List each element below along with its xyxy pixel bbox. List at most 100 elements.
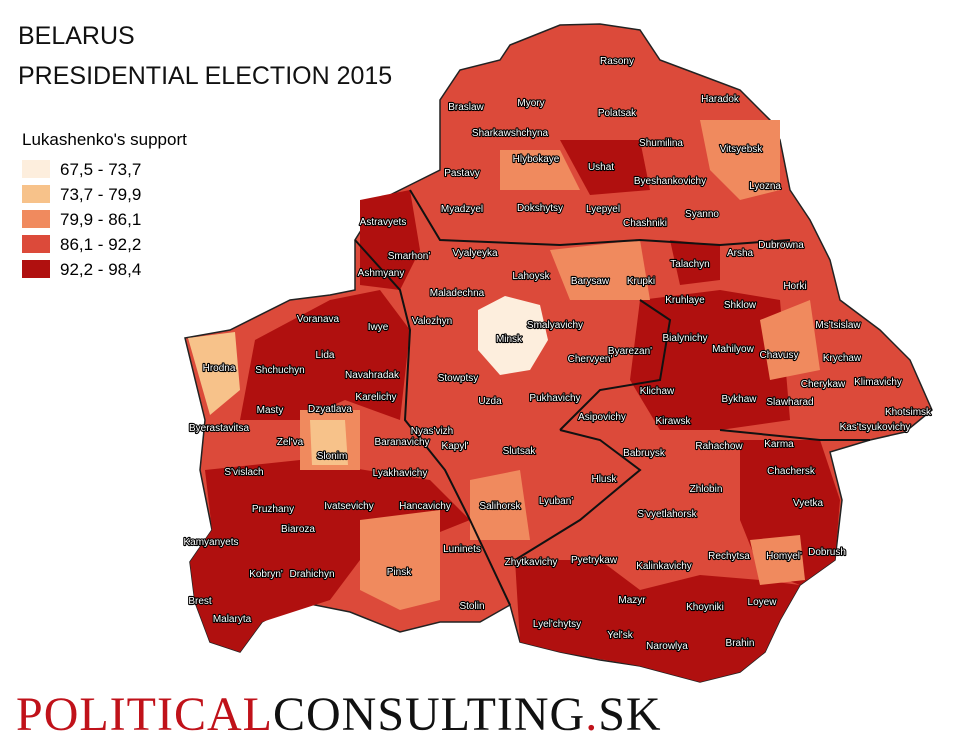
district-label: Hlusk [591,474,617,485]
legend-label: 92,2 - 98,4 [60,260,141,279]
district-label: Hrodna [203,363,236,374]
district-label: Chavusy [760,350,799,361]
district-label: Syanno [685,209,719,220]
district-label: Klimavichy [854,377,902,388]
legend-label: 79,9 - 86,1 [60,210,141,229]
district-label: Zel'va [277,437,304,448]
district-label: Shklow [724,300,757,311]
district-label: Shchuchyn [255,365,304,376]
district-label: Masty [257,405,284,416]
district-label: Cherykaw [801,379,846,390]
district-label: Chachersk [767,466,816,477]
district-label: Lyakhavichy [373,468,428,479]
district-label: Hancavichy [399,501,451,512]
district-label: Biaroza [281,524,315,535]
district-label: Polatsak [598,108,637,119]
footer-part: CONSULTING [273,688,585,741]
district-label: Baranavichy [374,437,429,448]
district-label: Lyel'chytsy [533,619,581,630]
district-label: Stolin [459,601,484,612]
district-label: Mahilyow [712,344,754,355]
legend-swatch [22,260,50,278]
district-label: Luninets [443,544,481,555]
district-label: Brahin [726,638,755,649]
footer-part: SK [598,688,661,741]
district-label: Karma [764,439,794,450]
district-label: Zhytkavichy [505,557,558,568]
district-label: Ms'tsislaw [815,320,861,331]
footer-text: POLITICALCONSULTING.SK [16,688,662,741]
legend-label: 86,1 - 92,2 [60,235,141,254]
district-label: Slawharad [766,397,813,408]
district-label: Dobrush [808,547,846,558]
district-label: Loyew [748,597,778,608]
district-label: Asipovichy [578,412,626,423]
district-label: Kruhlaye [665,295,705,306]
district-label: Lida [316,350,335,361]
district-label: Byarezan' [608,346,652,357]
district-label: Krychaw [823,353,862,364]
district-label: Ushat [588,162,614,173]
district-label: Kirawsk [655,416,691,427]
district-label: Navahradak [345,370,400,381]
district-label: Ashmyany [358,268,405,279]
district-label: Yel'sk [607,630,633,641]
district-label: Braslaw [448,102,484,113]
district-label: Iwye [368,322,389,333]
district-label: Myory [517,98,544,109]
legend-swatch [22,235,50,253]
district-label: Klichaw [640,386,675,397]
district-label: Myadzyel [441,204,483,215]
map-title: PRESIDENTIAL ELECTION 2015 [18,62,392,90]
district-label: Homyel' [766,551,802,562]
district-label: Vyetka [793,498,824,509]
district-label: Mazyr [618,595,646,606]
district-label: Haradok [701,94,740,105]
district-label: Pinsk [387,567,412,578]
district-label: Hlybokaye [513,154,560,165]
district-label: Karelichy [355,392,396,403]
district-label: Vyalyeyka [452,248,498,259]
district-label: Kas'tsyukovichy [840,422,911,433]
district-label: Horki [783,281,806,292]
district-label: Pruzhany [252,504,294,515]
district-label: Khotsimsk [885,407,932,418]
district-label: Valozhyn [412,316,452,327]
legend-swatch [22,160,50,178]
district-label: Dokshytsy [517,203,563,214]
district-label: Dzyatlava [308,404,352,415]
district-label: Nyas'vizh [411,426,453,437]
district-label: Voranava [297,314,340,325]
district-label: Pyetrykaw [571,555,618,566]
district-label: Vitsyebsk [720,144,764,155]
district-label: Sharkawshchyna [472,128,549,139]
district-label: Kapyl' [442,441,469,452]
district-label: Uzda [478,396,502,407]
district-label: Babruysk [623,448,666,459]
footer-part: . [585,688,598,741]
map-title: BELARUS [18,22,135,50]
district-label: Lyozna [749,181,781,192]
district-label: Pukhavichy [529,393,580,404]
district-label: Astravyets [360,217,407,228]
district-label: Lyepyel [586,204,620,215]
district-label: Pastavy [444,168,480,179]
district-label: Brest [188,596,212,607]
district-label: Kalinkavichy [636,561,692,572]
district-label: Slonim [317,451,348,462]
district-label: Arsha [727,248,754,259]
district-label: Malaryta [213,614,252,625]
district-label: Krupki [627,276,655,287]
district-label: Slutsak [503,446,537,457]
district-label: Talachyn [670,259,709,270]
district-label: Chashniki [623,218,667,229]
district-label: Rahachow [695,441,743,452]
district-label: S'vyetlahorsk [637,509,697,520]
district-label: Narowlya [646,641,688,652]
district-label: Byeshankovichy [634,176,706,187]
district-label: Smarhon' [388,251,431,262]
district-label: Rechytsa [708,551,750,562]
district-label: Dubrowna [758,240,804,251]
district-label: Smalyavichy [527,320,583,331]
district-label: Chervyen' [568,354,613,365]
